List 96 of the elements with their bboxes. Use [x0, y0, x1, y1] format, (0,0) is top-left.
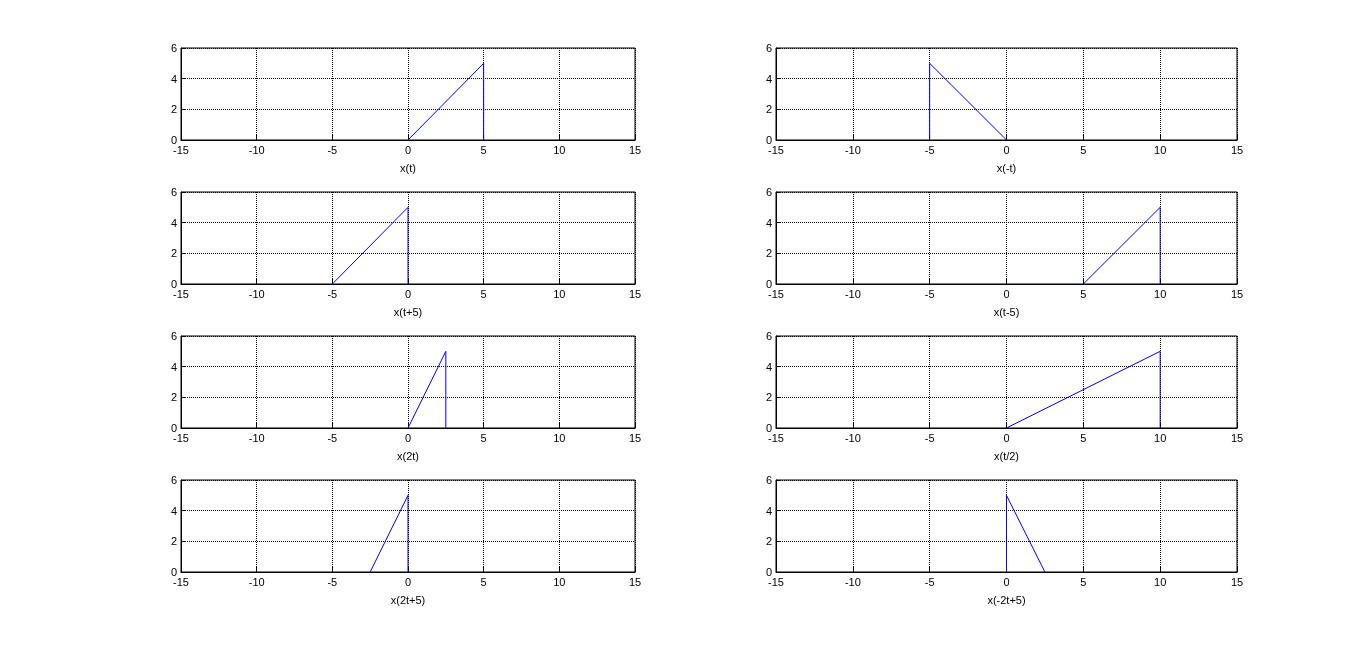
x-tick-label: 15 — [1230, 287, 1244, 300]
x-tick-label: 5 — [480, 431, 487, 444]
y-tick-label: 2 — [765, 391, 772, 404]
y-tick-label: 6 — [170, 186, 177, 198]
y-tick-label: 2 — [170, 247, 177, 260]
x-tick-label: -15 — [173, 431, 189, 444]
x-tick-label: -10 — [844, 287, 861, 300]
x-tick-label: 5 — [480, 143, 487, 156]
x-tick-label: -5 — [327, 431, 338, 444]
x-tick-label: -5 — [327, 575, 338, 588]
x-tick-label: -10 — [248, 575, 265, 588]
x-tick-label: -10 — [844, 575, 861, 588]
x-tick-label: 0 — [1003, 287, 1010, 300]
x-tick-label: -15 — [173, 143, 189, 156]
x-tick-label: -5 — [327, 287, 338, 300]
y-tick-label: 0 — [170, 278, 177, 290]
x-axis-title: x(t) — [400, 161, 416, 174]
x-axis-title: x(t/2) — [993, 449, 1020, 462]
x-tick-label: 0 — [404, 143, 412, 156]
y-tick-label: 0 — [765, 278, 772, 290]
x-tick-label: -5 — [924, 287, 935, 300]
y-tick-label: 2 — [765, 247, 772, 260]
x-tick-label: 10 — [553, 431, 566, 444]
x-tick-label: -15 — [173, 287, 189, 300]
x-tick-label: 15 — [628, 143, 642, 156]
y-tick-label: 2 — [170, 535, 177, 548]
y-tick-label: 0 — [765, 566, 772, 578]
x-tick-label: 15 — [628, 431, 642, 444]
x-tick-label: -15 — [768, 287, 784, 300]
y-tick-label: 4 — [765, 360, 772, 373]
y-tick-label: 6 — [170, 42, 177, 54]
x-tick-label: 5 — [480, 287, 487, 300]
x-tick-label: 15 — [1230, 431, 1244, 444]
x-tick-label: 15 — [1230, 575, 1244, 588]
y-tick-label: 6 — [765, 186, 772, 198]
y-tick-label: 0 — [170, 134, 177, 146]
y-tick-label: 0 — [170, 566, 177, 578]
y-tick-label: 4 — [170, 504, 177, 517]
y-tick-label: 6 — [170, 330, 177, 342]
x-tick-label: 5 — [1080, 575, 1087, 588]
x-tick-label: -15 — [768, 431, 784, 444]
x-tick-label: -5 — [924, 431, 935, 444]
x-tick-label: -10 — [248, 431, 265, 444]
x-tick-label: 15 — [1230, 143, 1244, 156]
x-tick-label: -15 — [768, 143, 784, 156]
x-tick-label: 0 — [1003, 575, 1010, 588]
y-tick-label: 6 — [170, 474, 177, 486]
y-tick-label: 6 — [765, 474, 772, 486]
y-tick-label: 6 — [765, 42, 772, 54]
x-axis-title: x(t+5) — [393, 305, 423, 318]
y-tick-label: 0 — [170, 422, 177, 434]
y-tick-label: 2 — [765, 103, 772, 116]
x-tick-label: 10 — [553, 143, 566, 156]
y-tick-label: 4 — [170, 216, 177, 229]
y-tick-label: 4 — [170, 72, 177, 85]
x-tick-label: 10 — [1154, 287, 1167, 300]
x-tick-label: 15 — [628, 575, 642, 588]
x-tick-label: 15 — [628, 287, 642, 300]
y-tick-label: 4 — [765, 504, 772, 517]
y-tick-label: 2 — [170, 103, 177, 116]
x-tick-label: 0 — [1003, 431, 1010, 444]
x-tick-label: 10 — [553, 575, 566, 588]
y-tick-label: 0 — [765, 134, 772, 146]
y-tick-label: 4 — [765, 72, 772, 85]
x-tick-label: -10 — [844, 431, 861, 444]
x-tick-label: 10 — [1154, 143, 1167, 156]
x-tick-label: 5 — [1080, 143, 1087, 156]
x-tick-label: -15 — [173, 575, 189, 588]
x-tick-label: -15 — [768, 575, 784, 588]
x-axis-title: x(t-5) — [993, 305, 1020, 318]
x-tick-label: 10 — [1154, 431, 1167, 444]
x-tick-label: 0 — [404, 287, 412, 300]
x-tick-label: -10 — [248, 143, 265, 156]
x-axis-title: x(-2t+5) — [987, 593, 1026, 606]
y-tick-label: 4 — [170, 360, 177, 373]
x-axis-title: x(2t) — [397, 449, 419, 462]
x-axis-title: x(2t+5) — [390, 593, 426, 606]
x-axis-title: x(-t) — [996, 161, 1017, 174]
x-tick-label: -10 — [248, 287, 265, 300]
x-tick-label: 0 — [404, 575, 412, 588]
x-tick-label: -10 — [844, 143, 861, 156]
x-tick-label: -5 — [924, 575, 935, 588]
y-tick-label: 6 — [765, 330, 772, 342]
y-tick-label: 2 — [170, 391, 177, 404]
x-tick-label: 5 — [480, 575, 487, 588]
x-tick-label: 5 — [1080, 431, 1087, 444]
y-tick-label: 0 — [765, 422, 772, 434]
x-tick-label: 0 — [404, 431, 412, 444]
x-tick-label: 10 — [553, 287, 566, 300]
x-tick-label: 5 — [1080, 287, 1087, 300]
x-tick-label: 0 — [1003, 143, 1010, 156]
y-tick-label: 2 — [765, 535, 772, 548]
x-tick-label: -5 — [924, 143, 935, 156]
x-tick-label: -5 — [327, 143, 338, 156]
y-tick-label: 4 — [765, 216, 772, 229]
x-tick-label: 10 — [1154, 575, 1167, 588]
